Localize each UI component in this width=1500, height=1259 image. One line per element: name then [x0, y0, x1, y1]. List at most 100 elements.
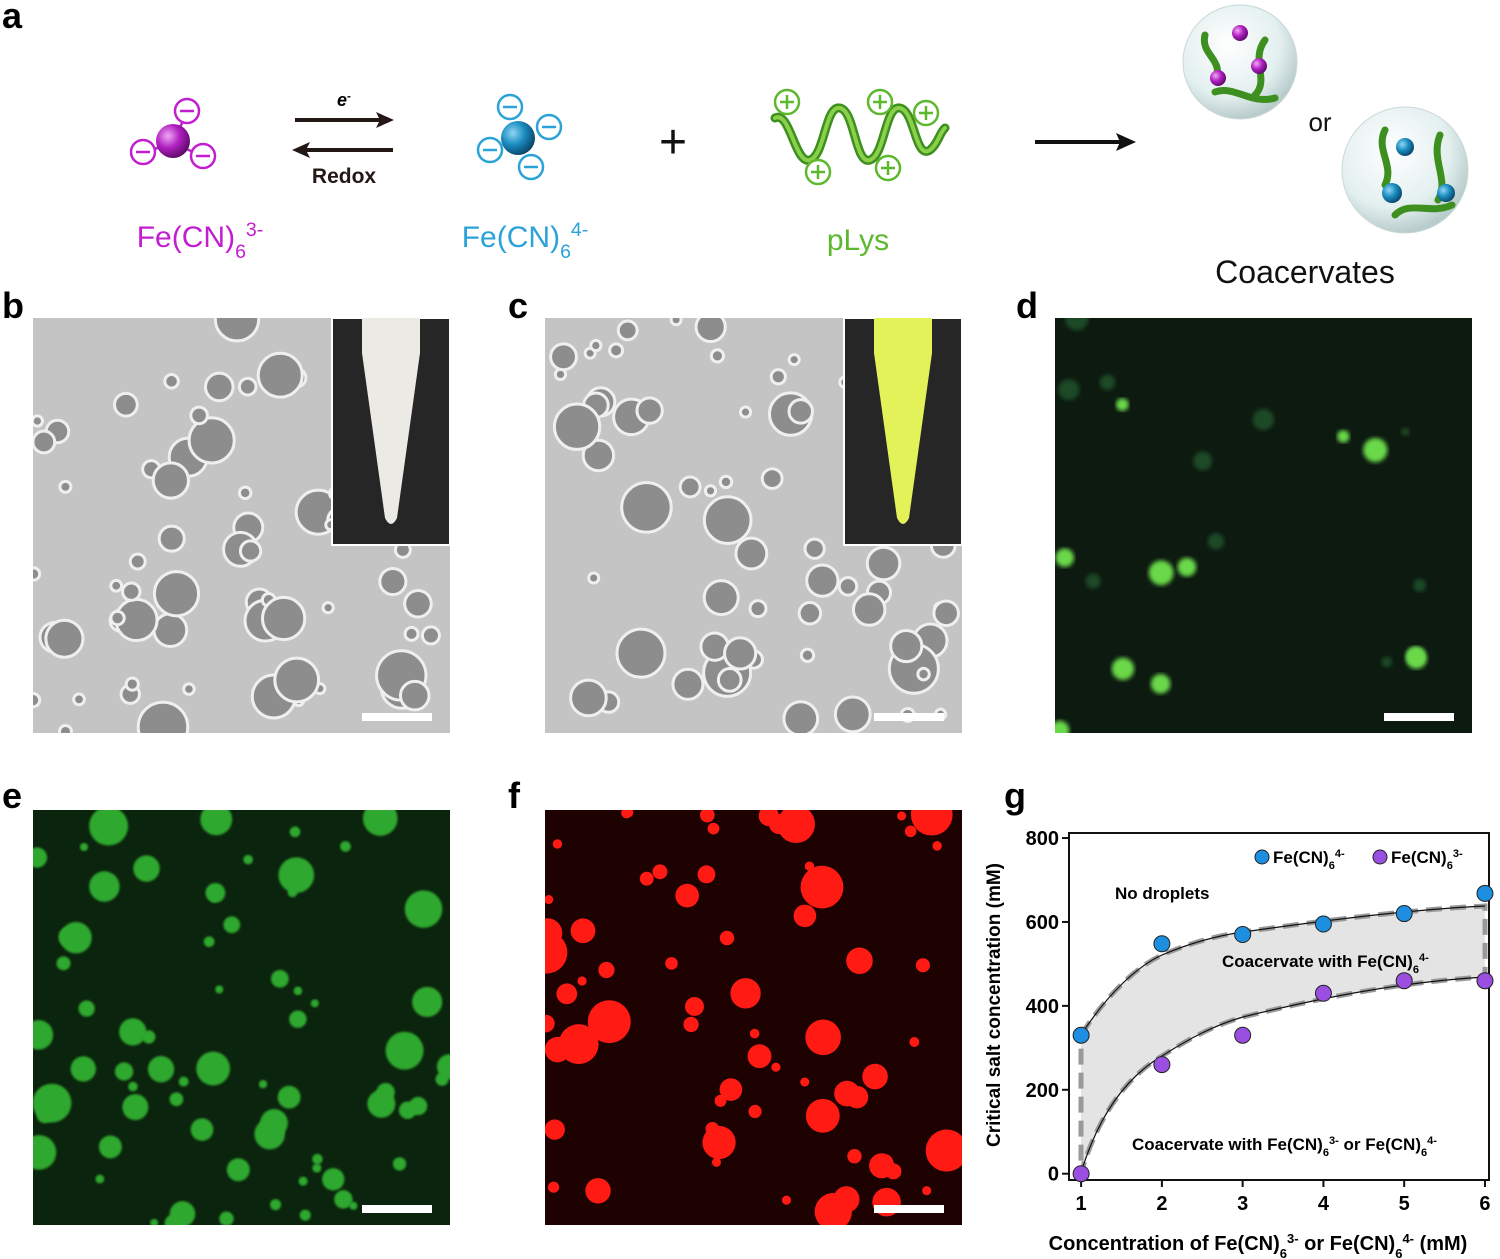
data-point	[1234, 1026, 1252, 1044]
droplet	[119, 1018, 147, 1046]
droplet	[270, 1199, 282, 1211]
droplet	[675, 883, 699, 908]
droplet	[58, 926, 79, 948]
data-point	[1395, 972, 1413, 990]
droplet	[122, 1094, 149, 1121]
droplet	[685, 996, 704, 1016]
droplet	[694, 318, 727, 344]
droplet	[226, 1158, 250, 1182]
droplet	[916, 666, 931, 682]
droplet	[150, 1218, 159, 1225]
subscript: 6	[1447, 860, 1453, 872]
legend-marker	[1372, 849, 1388, 865]
droplet	[1150, 674, 1171, 694]
data-point	[1234, 926, 1252, 944]
droplet	[403, 625, 420, 642]
droplet	[805, 563, 840, 598]
droplet	[260, 595, 307, 642]
droplet	[545, 1014, 555, 1033]
micrograph	[33, 810, 450, 1225]
superscript: 4-	[1427, 1135, 1437, 1147]
droplet	[1085, 573, 1101, 589]
droplet	[577, 976, 587, 986]
micrograph	[33, 318, 450, 733]
subscript: 6	[1323, 1147, 1329, 1159]
droplet	[635, 396, 664, 425]
droplet	[44, 618, 85, 659]
droplet	[758, 810, 779, 827]
droplet	[1252, 408, 1275, 431]
y-axis-label: Critical salt concentration (mM)	[984, 863, 1005, 1147]
droplet	[78, 1000, 95, 1017]
droplet	[79, 842, 89, 852]
droplet	[334, 1190, 353, 1209]
droplet	[189, 405, 209, 426]
droplet	[652, 864, 668, 880]
droplet	[33, 429, 57, 455]
droplet	[545, 931, 568, 974]
droplet	[142, 1030, 156, 1044]
annotation: No droplets	[1115, 884, 1209, 903]
droplet	[33, 1083, 72, 1123]
droplet	[683, 1016, 699, 1033]
droplet	[89, 810, 129, 846]
micrograph	[545, 810, 962, 1225]
droplet	[624, 810, 634, 818]
droplet	[403, 588, 433, 619]
panel-label: e	[2, 775, 22, 816]
subscript: 6	[1329, 860, 1335, 872]
superscript: 4-	[1402, 1231, 1414, 1246]
droplet	[210, 893, 219, 902]
data-point	[1072, 1165, 1090, 1183]
legend-label: Fe(CN)63-	[1391, 848, 1463, 872]
droplet	[723, 636, 758, 671]
droplet	[124, 676, 140, 692]
droplet	[258, 1080, 268, 1089]
droplet	[837, 576, 859, 597]
coacervates-label: Coacervates	[1215, 254, 1395, 290]
droplet	[782, 700, 820, 733]
droplet	[398, 679, 431, 712]
droplet	[271, 969, 289, 988]
droplet	[378, 567, 408, 597]
droplet	[711, 1157, 721, 1167]
droplet	[223, 916, 241, 934]
droplet	[147, 1056, 175, 1083]
droplet	[760, 467, 784, 490]
droplet	[182, 682, 196, 696]
droplet	[293, 986, 303, 996]
droplet	[639, 871, 654, 886]
or-label: or	[1308, 107, 1331, 137]
droplet	[707, 822, 720, 835]
droplet	[748, 1104, 762, 1119]
tube	[362, 318, 420, 524]
droplet	[299, 1209, 311, 1221]
droplet	[1058, 379, 1080, 401]
superscript: 3-	[1453, 848, 1463, 860]
droplet	[152, 612, 189, 649]
droplet	[862, 1063, 888, 1090]
redox-arrows	[292, 112, 394, 158]
droplet	[95, 1174, 105, 1184]
x-tick-label: 1	[1076, 1193, 1087, 1215]
droplet	[238, 539, 263, 563]
droplet	[799, 647, 816, 663]
droplet	[219, 1211, 234, 1225]
text-part: or Fe(CN)	[1339, 1135, 1421, 1154]
droplet	[598, 961, 615, 979]
plus-sign: +	[659, 116, 687, 169]
droplet	[1413, 578, 1427, 592]
droplet	[289, 1010, 307, 1028]
droplet	[665, 957, 678, 970]
droplet	[671, 667, 705, 701]
droplet	[552, 402, 602, 451]
droplet	[151, 461, 190, 500]
droplet	[1193, 451, 1213, 471]
droplet	[1116, 398, 1129, 411]
droplet	[734, 536, 769, 571]
droplet	[1177, 557, 1197, 577]
droplet	[909, 1037, 920, 1047]
ferricyanide-label: Fe(CN)63-	[137, 219, 264, 263]
droplet	[1065, 318, 1089, 331]
